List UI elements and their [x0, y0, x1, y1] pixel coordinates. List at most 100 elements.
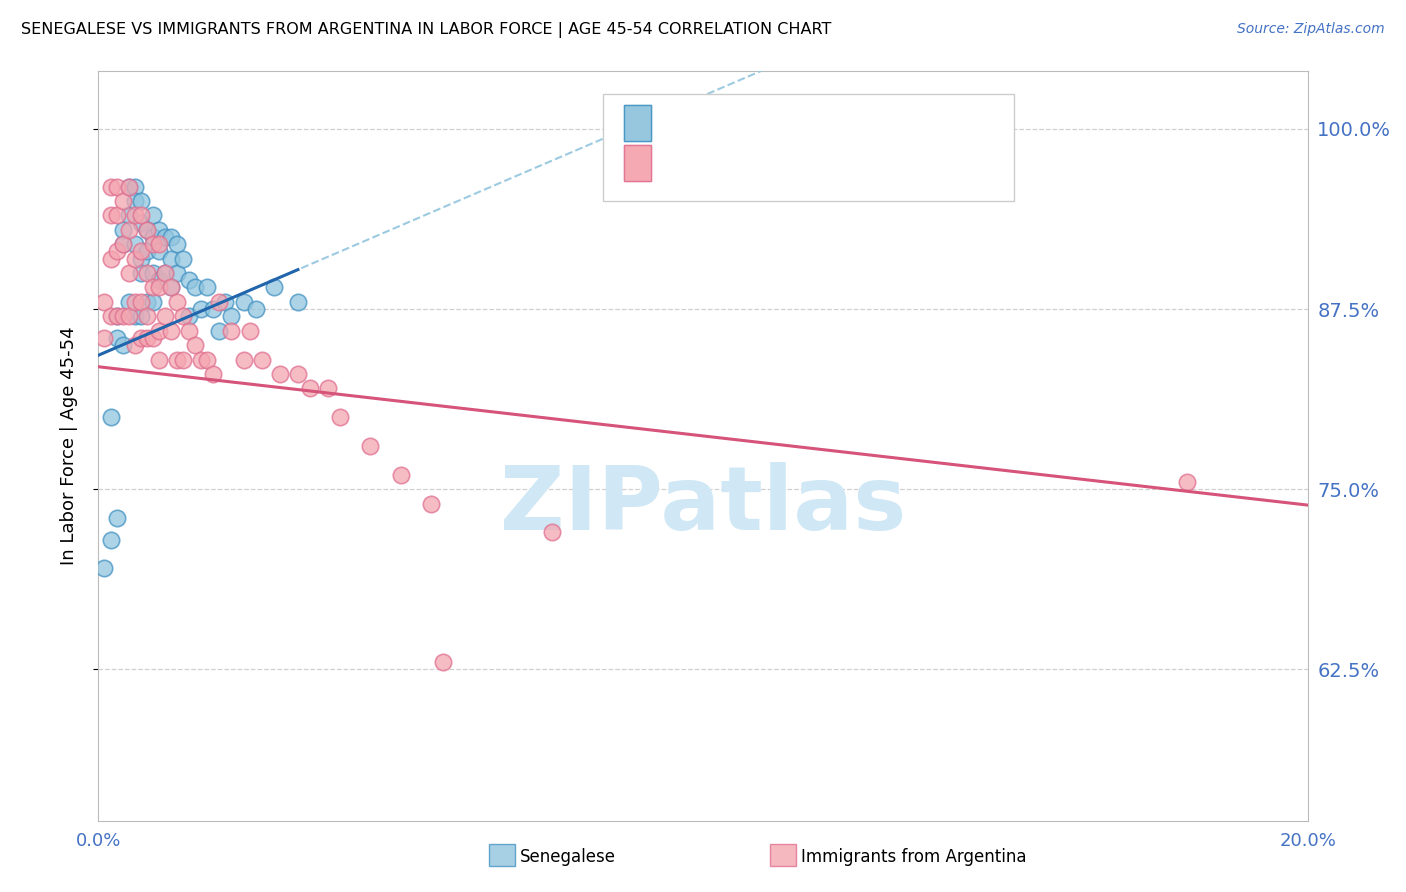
FancyBboxPatch shape	[624, 105, 651, 141]
Point	[142, 331, 165, 345]
Point	[129, 216, 152, 230]
Text: Senegalese: Senegalese	[520, 848, 616, 866]
Point	[124, 179, 146, 194]
Point	[432, 655, 454, 669]
Point	[389, 467, 412, 482]
Point	[148, 324, 170, 338]
Point	[124, 237, 146, 252]
Point	[153, 310, 176, 324]
Point	[105, 244, 128, 259]
Point	[148, 237, 170, 252]
Point	[245, 302, 267, 317]
Point	[135, 244, 157, 259]
Text: Source: ZipAtlas.com: Source: ZipAtlas.com	[1237, 22, 1385, 37]
Point	[160, 252, 183, 266]
FancyBboxPatch shape	[603, 94, 1014, 201]
Point	[208, 294, 231, 309]
Point	[195, 280, 218, 294]
Point	[148, 223, 170, 237]
Point	[124, 209, 146, 223]
Point	[221, 324, 243, 338]
Point	[129, 194, 152, 208]
Point	[160, 324, 183, 338]
Point	[160, 280, 183, 294]
Point	[111, 237, 134, 252]
Point	[124, 252, 146, 266]
Point	[124, 294, 146, 309]
Point	[329, 410, 352, 425]
Text: ZIPatlas: ZIPatlas	[501, 462, 905, 549]
Point	[118, 179, 141, 194]
Point	[360, 439, 382, 453]
Point	[142, 237, 165, 252]
Point	[93, 331, 115, 345]
Point	[287, 367, 309, 381]
Point	[118, 294, 141, 309]
Point	[100, 310, 122, 324]
Point	[148, 280, 170, 294]
Point	[202, 367, 225, 381]
Point	[135, 294, 157, 309]
Point	[135, 223, 157, 237]
Point	[111, 310, 134, 324]
Point	[316, 381, 339, 395]
Point	[129, 294, 152, 309]
Point	[195, 352, 218, 367]
Point	[129, 252, 152, 266]
Point	[129, 310, 152, 324]
Point	[190, 302, 212, 317]
Point	[100, 410, 122, 425]
Point	[93, 294, 115, 309]
Point	[190, 352, 212, 367]
Point	[118, 223, 141, 237]
Point	[111, 237, 134, 252]
Point	[208, 324, 231, 338]
Point	[105, 511, 128, 525]
Point	[135, 223, 157, 237]
Text: 0.0%: 0.0%	[76, 832, 121, 850]
Point	[232, 352, 254, 367]
Point	[184, 338, 207, 352]
Point	[142, 230, 165, 244]
Point	[166, 294, 188, 309]
Point	[172, 352, 194, 367]
Point	[124, 310, 146, 324]
Point	[263, 280, 285, 294]
Point	[148, 352, 170, 367]
Text: Immigrants from Argentina: Immigrants from Argentina	[801, 848, 1026, 866]
Point	[93, 561, 115, 575]
FancyBboxPatch shape	[624, 105, 651, 141]
Point	[153, 266, 176, 280]
Point	[105, 209, 128, 223]
Point	[160, 230, 183, 244]
Text: SENEGALESE VS IMMIGRANTS FROM ARGENTINA IN LABOR FORCE | AGE 45-54 CORRELATION C: SENEGALESE VS IMMIGRANTS FROM ARGENTINA …	[21, 22, 831, 38]
Point	[1175, 475, 1198, 489]
Point	[202, 302, 225, 317]
Point	[287, 294, 309, 309]
Point	[166, 266, 188, 280]
Point	[166, 237, 188, 252]
Point	[179, 310, 201, 324]
Point	[172, 252, 194, 266]
Y-axis label: In Labor Force | Age 45-54: In Labor Force | Age 45-54	[59, 326, 77, 566]
Point	[118, 266, 141, 280]
Point	[124, 338, 146, 352]
Point	[105, 310, 128, 324]
Point	[221, 310, 243, 324]
Point	[100, 209, 122, 223]
Point	[239, 324, 262, 338]
Point	[105, 331, 128, 345]
Text: R =  0.217   N = 52: R = 0.217 N = 52	[665, 109, 872, 127]
Point	[129, 244, 152, 259]
Point	[124, 194, 146, 208]
Point	[118, 209, 141, 223]
Point	[166, 352, 188, 367]
Point	[100, 252, 122, 266]
Point	[111, 338, 134, 352]
FancyBboxPatch shape	[624, 145, 651, 180]
Point	[100, 179, 122, 194]
Point	[269, 367, 291, 381]
Point	[148, 273, 170, 287]
Point	[172, 310, 194, 324]
Point	[250, 352, 273, 367]
